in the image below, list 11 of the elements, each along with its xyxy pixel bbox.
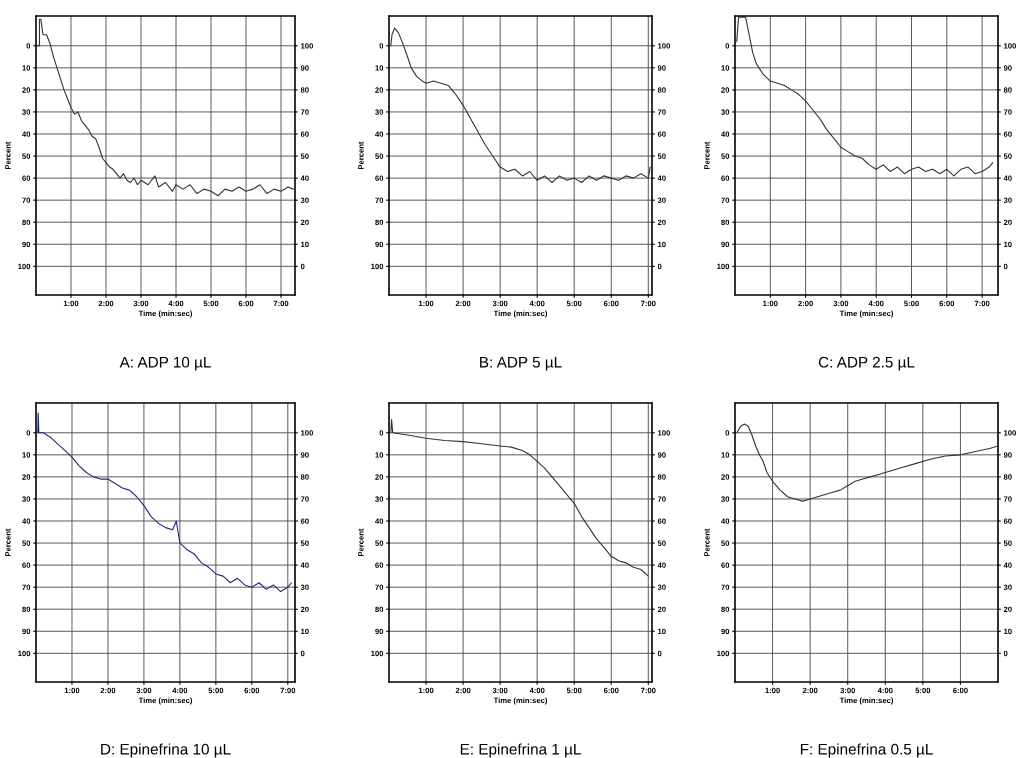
line-series (37, 412, 292, 593)
line-series (390, 418, 649, 577)
text: C: ADP 2.5 µL (818, 356, 915, 371)
line-series (736, 16, 994, 177)
text: B: ADP 5 µL (480, 356, 562, 371)
text: F: Epinefrina 0.5 µL (800, 743, 933, 758)
line-series (736, 423, 998, 502)
text: D: Epinefrina 10 µL (101, 743, 231, 758)
line-series (390, 27, 651, 184)
text: A: ADP 10 µL (119, 356, 211, 371)
text: E: Epinefrina 1 µL (460, 743, 581, 758)
